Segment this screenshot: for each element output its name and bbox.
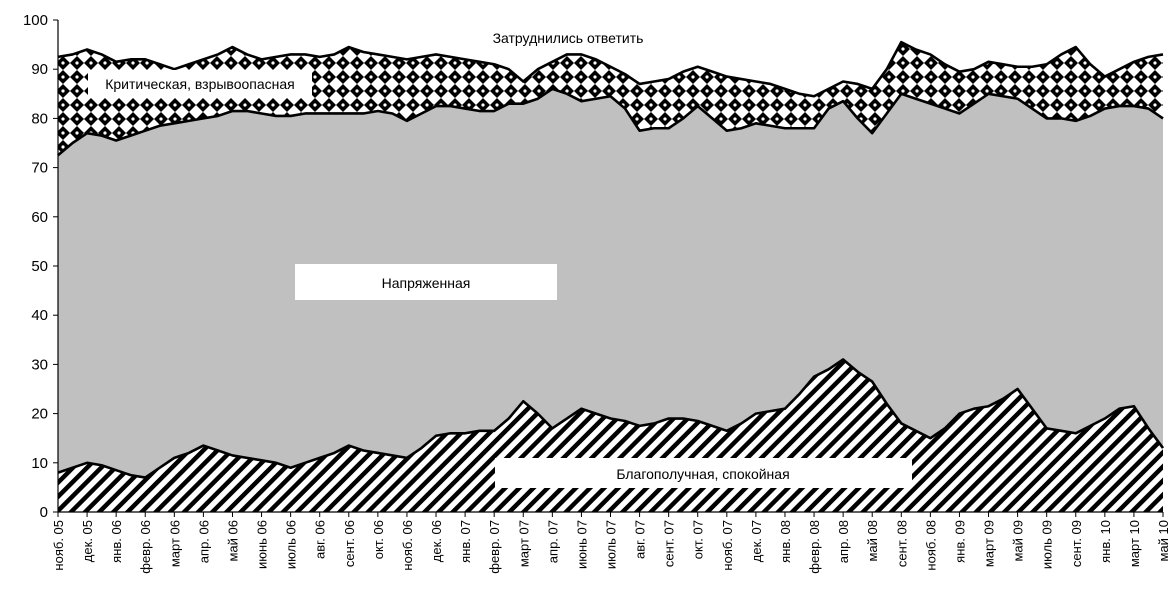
y-tick-label: 70 — [31, 160, 48, 177]
label-blagopoluchnaya: Благополучная, спокойная — [616, 466, 789, 482]
label-box-crit — [88, 70, 312, 98]
area-total — [58, 20, 1163, 97]
x-tick-label: май 09 — [1011, 520, 1026, 562]
label-napryazhennaya: Напряженная — [382, 275, 471, 291]
x-tick-label: янв. 09 — [952, 520, 967, 563]
x-tick-label: июль 06 — [284, 520, 299, 569]
x-tick-label: янв. 08 — [778, 520, 793, 563]
x-tick-label: нояб. 06 — [400, 520, 415, 571]
x-tick-label: апр. 08 — [836, 520, 851, 563]
line-crit — [57, 40, 1164, 98]
x-tick-label: июль 07 — [604, 520, 619, 569]
y-tick-label: 80 — [31, 110, 48, 127]
y-tick-label: 10 — [31, 455, 48, 472]
x-tick-label: окт. 07 — [691, 520, 706, 559]
x-tick-label: янв. 10 — [1098, 520, 1113, 563]
series-label-blago: Благополучная, спокойная — [495, 458, 912, 488]
x-tick-labels: нояб. 05 дек. 05 янв. 06 февр. 06 март 06 апр… — [51, 520, 1171, 574]
series-label-total: Затруднились ответить — [493, 30, 644, 46]
series-lines — [57, 40, 1165, 479]
label-box-blago — [495, 458, 912, 488]
x-tick-label: нояб. 07 — [720, 520, 735, 571]
y-tick-label: 40 — [31, 307, 48, 324]
series-label-crit: Критическая, взрывоопасная — [88, 70, 312, 98]
y-tick-label: 100 — [23, 12, 48, 29]
x-tick-label: дек. 05 — [80, 520, 95, 562]
x-tick-label: сент. 08 — [894, 520, 909, 567]
y-tick-labels: 0 10 20 30 40 50 60 70 80 90 100 — [23, 12, 48, 521]
x-tick-label: февр. 08 — [807, 520, 822, 574]
x-tick-label: февр. 06 — [138, 520, 153, 574]
x-tick-label: нояб. 08 — [923, 520, 938, 571]
label-box-napr — [295, 264, 557, 300]
series-label-napr: Напряженная — [295, 264, 557, 300]
x-tick-label: апр. 07 — [545, 520, 560, 563]
x-tick-label: март 06 — [167, 520, 182, 567]
x-tick-label: апр. 06 — [196, 520, 211, 563]
x-tick-label: май 08 — [865, 520, 880, 562]
x-tick-label: сент. 09 — [1069, 520, 1084, 567]
x-tick-label: авг. 07 — [633, 520, 648, 559]
x-tick-label: янв. 07 — [458, 520, 473, 563]
x-tick-label: дек. 07 — [749, 520, 764, 562]
x-tick-label: сент. 07 — [662, 520, 677, 567]
x-tick-label: март 10 — [1127, 520, 1142, 567]
axes — [53, 19, 1164, 517]
x-tick-label: май 06 — [225, 520, 240, 562]
label-zatrudnilis: Затруднились ответить — [493, 30, 644, 46]
x-tick-label: март 07 — [516, 520, 531, 567]
y-tick-label: 20 — [31, 406, 48, 423]
x-tick-label: июль 09 — [1040, 520, 1055, 569]
x-tick-label: авг. 06 — [313, 520, 328, 559]
y-tick-label: 30 — [31, 356, 48, 373]
x-tick-label: дек. 06 — [429, 520, 444, 562]
line-napr — [57, 87, 1164, 157]
label-kriticheskaya: Критическая, взрывоопасная — [105, 76, 295, 92]
x-tick-label: июнь 06 — [255, 520, 270, 569]
y-tick-label: 60 — [31, 209, 48, 226]
x-tick-label: июнь 07 — [574, 520, 589, 569]
x-tick-label: нояб. 05 — [51, 520, 66, 571]
x-tick-label: янв. 06 — [109, 520, 124, 563]
y-tick-label: 90 — [31, 61, 48, 78]
line-blago — [57, 358, 1165, 479]
x-tick-label: май 10 — [1156, 520, 1171, 562]
x-tick-label: март 09 — [982, 520, 997, 567]
x-tick-label: сент. 06 — [342, 520, 357, 567]
y-tick-label: 0 — [40, 504, 48, 521]
y-tick-label: 50 — [31, 258, 48, 275]
area-napr — [58, 88, 1163, 478]
x-tick-label: февр. 07 — [487, 520, 502, 574]
x-tick-label: окт. 06 — [371, 520, 386, 559]
